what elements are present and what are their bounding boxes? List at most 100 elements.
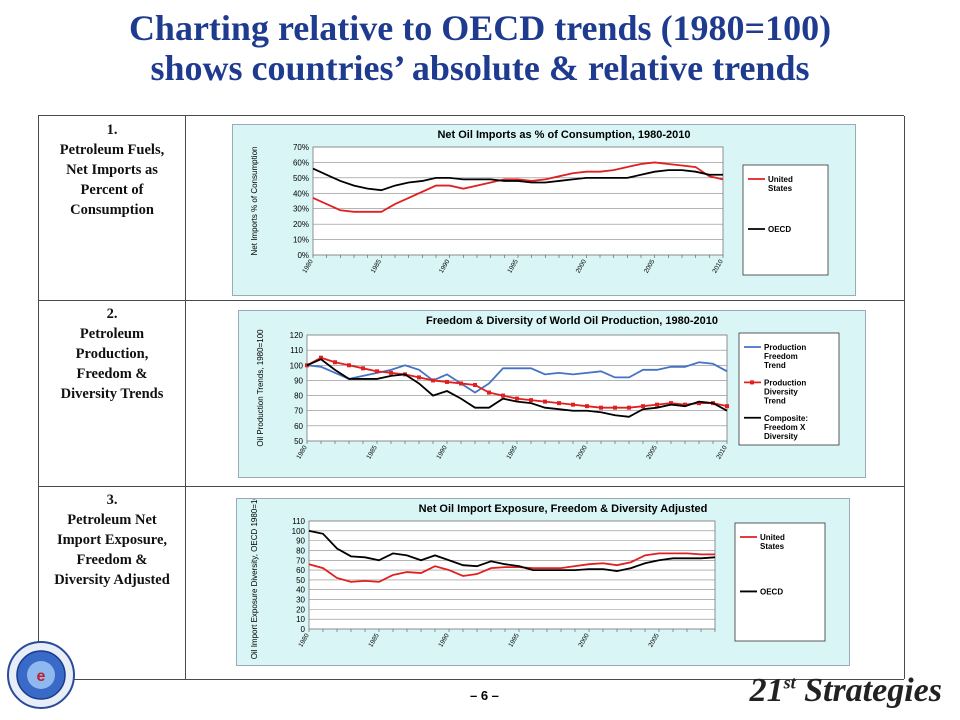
- y-tick-label: 10%: [293, 236, 309, 245]
- data-point: [333, 360, 337, 365]
- data-point: [501, 393, 505, 398]
- x-tick-label: 2000: [575, 258, 588, 274]
- data-point: [725, 404, 729, 409]
- y-tick-label: 70: [296, 556, 305, 565]
- x-tick-label: 1980: [297, 632, 310, 648]
- data-point: [641, 404, 645, 409]
- legend-label: States: [760, 542, 785, 551]
- plot-area: [312, 146, 724, 256]
- table-row: 1. Petroleum Fuels, Net Imports as Perce…: [38, 116, 905, 301]
- y-tick-label: 80: [294, 392, 303, 401]
- legend-label: Trend: [764, 361, 786, 370]
- data-point: [543, 399, 547, 404]
- y-tick-label: 90: [296, 537, 305, 546]
- x-tick-label: 2005: [647, 632, 660, 648]
- y-tick-label: 0: [301, 625, 306, 634]
- data-point: [683, 402, 687, 407]
- chart-2-svg: Freedom & Diversity of World Oil Product…: [256, 315, 840, 461]
- y-tick-label: 20%: [293, 220, 309, 229]
- chart-cell: Freedom & Diversity of World Oil Product…: [186, 300, 905, 486]
- legend-label: Production: [764, 343, 806, 352]
- data-point: [529, 398, 533, 403]
- x-tick-label: 1985: [365, 444, 378, 460]
- x-tick-label: 1995: [505, 444, 518, 460]
- data-point: [445, 379, 449, 384]
- y-tick-label: 60: [294, 422, 303, 431]
- y-tick-label: 50: [296, 576, 305, 585]
- chart-3-svg: Net Oil Import Exposure, Freedom & Diver…: [250, 490, 826, 659]
- y-tick-label: 80: [296, 546, 305, 555]
- y-tick-label: 100: [290, 361, 304, 370]
- page-number: – 6 –: [470, 688, 499, 703]
- page-title: Charting relative to OECD trends (1980=1…: [0, 8, 960, 88]
- x-tick-label: 2000: [575, 444, 588, 460]
- y-tick-label: 30%: [293, 205, 309, 214]
- x-tick-label: 1990: [438, 258, 451, 274]
- chart-title: Freedom & Diversity of World Oil Product…: [426, 315, 718, 327]
- row-label: 1. Petroleum Fuels, Net Imports as Perce…: [38, 116, 186, 300]
- data-point: [627, 405, 631, 410]
- y-tick-label: 120: [290, 331, 304, 340]
- data-point: [655, 402, 659, 407]
- chart-cell: Net Oil Import Exposure, Freedom & Diver…: [186, 486, 905, 679]
- y-tick-label: 60: [296, 566, 305, 575]
- x-tick-label: 2010: [715, 444, 728, 460]
- x-tick-label: 1995: [506, 258, 519, 274]
- y-tick-label: 110: [292, 517, 305, 526]
- legend-label: United: [760, 533, 785, 542]
- y-axis-label: Net Imports % of Consumption: [250, 147, 259, 256]
- legend-label: United: [768, 175, 793, 184]
- legend-label: Diversity: [764, 432, 798, 441]
- row-number: 2.: [106, 306, 118, 322]
- row-label-text: Petroleum Net Import Exposure, Freedom &…: [54, 512, 170, 588]
- legend-label: Freedom X: [764, 423, 806, 432]
- data-point: [431, 378, 435, 383]
- chart-title: Net Oil Import Exposure, Freedom & Diver…: [419, 503, 708, 515]
- data-point: [669, 401, 673, 406]
- y-tick-label: 20: [296, 605, 305, 614]
- content-table: 1. Petroleum Fuels, Net Imports as Perce…: [38, 115, 905, 680]
- y-axis-label: Oil Import Exposure Diversity, OECD 1980…: [250, 499, 259, 659]
- chart-3-area: Net Oil Import Exposure, Freedom & Diver…: [236, 490, 850, 666]
- y-tick-label: 90: [294, 376, 303, 385]
- series-line: [312, 167, 723, 192]
- brand-logo: 21st Strategies: [750, 672, 942, 710]
- row-label: 3. Petroleum Net Import Exposure, Freedo…: [38, 486, 186, 679]
- legend-label: Trend: [764, 396, 786, 405]
- x-tick-label: 2010: [711, 258, 724, 274]
- chart-2-area: Freedom & Diversity of World Oil Product…: [238, 310, 866, 478]
- y-tick-label: 30: [296, 596, 305, 605]
- data-point: [473, 382, 477, 387]
- y-tick-label: 60%: [293, 158, 309, 167]
- y-tick-label: 50: [294, 437, 303, 446]
- data-point: [417, 375, 421, 380]
- legend-label: Freedom: [764, 352, 798, 361]
- legend-label: Composite:: [764, 414, 808, 423]
- legend-box: [738, 332, 840, 446]
- chart-cell: Net Oil Imports as % of Consumption, 198…: [186, 116, 905, 300]
- row-label-text: Petroleum Production, Freedom & Diversit…: [60, 326, 164, 402]
- data-point: [361, 366, 365, 371]
- data-point: [319, 355, 323, 360]
- x-tick-label: 1995: [507, 632, 520, 648]
- brand-suffix: Strategies: [795, 672, 942, 709]
- data-point: [585, 404, 589, 409]
- table-row: 3. Petroleum Net Import Exposure, Freedo…: [38, 486, 905, 680]
- x-tick-label: 1985: [370, 258, 383, 274]
- row-number: 1.: [106, 122, 118, 138]
- series-line: [308, 529, 716, 572]
- legend-marker: [750, 380, 754, 385]
- series-line: [306, 358, 728, 418]
- plot-area: [306, 334, 728, 442]
- brand-prefix: 21: [749, 672, 784, 709]
- x-tick-label: 2000: [577, 632, 590, 648]
- y-tick-label: 0%: [297, 251, 309, 260]
- data-point: [613, 405, 617, 410]
- y-tick-label: 70: [294, 407, 303, 416]
- x-tick-label: 2005: [643, 258, 656, 274]
- legend-label: OECD: [760, 587, 783, 596]
- series-line: [312, 161, 724, 213]
- x-tick-label: 2005: [645, 444, 658, 460]
- svg-text:e: e: [37, 668, 46, 685]
- row-label: 2. Petroleum Production, Freedom & Diver…: [38, 300, 186, 486]
